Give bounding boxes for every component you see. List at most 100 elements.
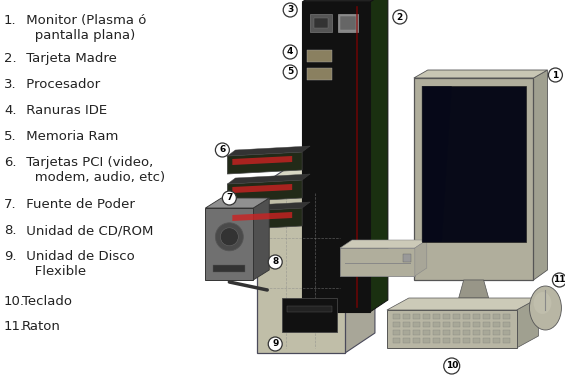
Polygon shape	[227, 208, 302, 230]
Circle shape	[221, 228, 238, 246]
Polygon shape	[493, 338, 500, 343]
Text: 7: 7	[226, 194, 232, 203]
Polygon shape	[257, 168, 375, 188]
Polygon shape	[345, 168, 375, 353]
Text: 4: 4	[287, 47, 293, 57]
Circle shape	[268, 337, 282, 351]
Polygon shape	[413, 330, 420, 335]
Polygon shape	[310, 14, 332, 32]
Polygon shape	[463, 322, 469, 327]
Polygon shape	[433, 338, 440, 343]
Polygon shape	[423, 314, 430, 319]
Polygon shape	[370, 0, 388, 312]
Polygon shape	[403, 338, 410, 343]
Polygon shape	[493, 322, 500, 327]
Text: Tarjeta Madre: Tarjeta Madre	[22, 52, 117, 65]
Polygon shape	[517, 298, 539, 348]
Text: 3.: 3.	[4, 78, 16, 91]
Polygon shape	[227, 152, 302, 174]
Polygon shape	[413, 314, 420, 319]
Ellipse shape	[444, 303, 503, 317]
Circle shape	[548, 68, 562, 82]
Polygon shape	[314, 18, 328, 28]
Polygon shape	[415, 240, 427, 276]
Polygon shape	[423, 322, 430, 327]
Polygon shape	[340, 248, 415, 276]
Polygon shape	[232, 184, 292, 193]
Polygon shape	[403, 330, 410, 335]
Polygon shape	[483, 330, 490, 335]
Polygon shape	[287, 306, 332, 312]
Polygon shape	[413, 322, 420, 327]
Text: 2.: 2.	[4, 52, 16, 65]
Polygon shape	[502, 322, 510, 327]
Text: 10: 10	[446, 362, 458, 371]
Polygon shape	[473, 338, 480, 343]
Polygon shape	[473, 314, 480, 319]
Polygon shape	[422, 86, 452, 242]
Text: Unidad de CD/ROM: Unidad de CD/ROM	[22, 224, 153, 237]
Polygon shape	[433, 330, 440, 335]
Polygon shape	[213, 265, 246, 272]
Text: 9.: 9.	[4, 250, 16, 263]
Polygon shape	[253, 198, 269, 280]
Text: 6: 6	[219, 145, 226, 154]
Polygon shape	[443, 330, 450, 335]
Text: Memoria Ram: Memoria Ram	[22, 130, 119, 143]
Text: Teclado: Teclado	[22, 295, 72, 308]
Polygon shape	[413, 338, 420, 343]
Text: Raton: Raton	[22, 320, 61, 333]
Polygon shape	[282, 298, 337, 332]
Text: Unidad de Disco
   Flexible: Unidad de Disco Flexible	[22, 250, 135, 278]
Polygon shape	[302, 2, 370, 312]
Polygon shape	[433, 322, 440, 327]
Circle shape	[393, 10, 407, 24]
Polygon shape	[257, 188, 345, 353]
Text: 3: 3	[287, 5, 293, 14]
Polygon shape	[502, 330, 510, 335]
Polygon shape	[493, 330, 500, 335]
Text: Tarjetas PCI (video,
   modem, audio, etc): Tarjetas PCI (video, modem, audio, etc)	[22, 156, 165, 184]
Polygon shape	[414, 70, 548, 78]
Polygon shape	[534, 70, 548, 280]
Text: 2: 2	[397, 13, 403, 22]
Text: Ranuras IDE: Ranuras IDE	[22, 104, 107, 117]
Text: 11: 11	[553, 276, 566, 285]
Polygon shape	[452, 314, 460, 319]
Polygon shape	[443, 338, 450, 343]
Polygon shape	[414, 78, 534, 280]
Text: 1: 1	[552, 70, 558, 79]
Polygon shape	[403, 314, 410, 319]
Polygon shape	[443, 314, 450, 319]
Polygon shape	[307, 68, 332, 80]
Polygon shape	[433, 314, 440, 319]
Polygon shape	[307, 50, 332, 62]
Polygon shape	[227, 202, 310, 212]
Text: 7.: 7.	[4, 198, 16, 211]
Polygon shape	[459, 280, 489, 298]
Circle shape	[444, 358, 460, 374]
Polygon shape	[452, 330, 460, 335]
Circle shape	[283, 3, 297, 17]
Polygon shape	[205, 198, 269, 208]
Text: Monitor (Plasma ó
   pantalla plana): Monitor (Plasma ó pantalla plana)	[22, 14, 146, 42]
Polygon shape	[423, 338, 430, 343]
Polygon shape	[393, 314, 400, 319]
Circle shape	[215, 223, 243, 251]
Polygon shape	[473, 330, 480, 335]
Polygon shape	[387, 310, 517, 348]
Ellipse shape	[534, 292, 552, 314]
Polygon shape	[502, 314, 510, 319]
Polygon shape	[493, 314, 500, 319]
Polygon shape	[340, 240, 427, 248]
Polygon shape	[502, 338, 510, 343]
Text: 5: 5	[287, 68, 293, 77]
Polygon shape	[483, 338, 490, 343]
Polygon shape	[340, 16, 356, 30]
Polygon shape	[473, 322, 480, 327]
Polygon shape	[403, 254, 411, 262]
Ellipse shape	[530, 286, 561, 330]
Polygon shape	[393, 322, 400, 327]
Polygon shape	[227, 146, 310, 156]
Text: 11.: 11.	[4, 320, 25, 333]
